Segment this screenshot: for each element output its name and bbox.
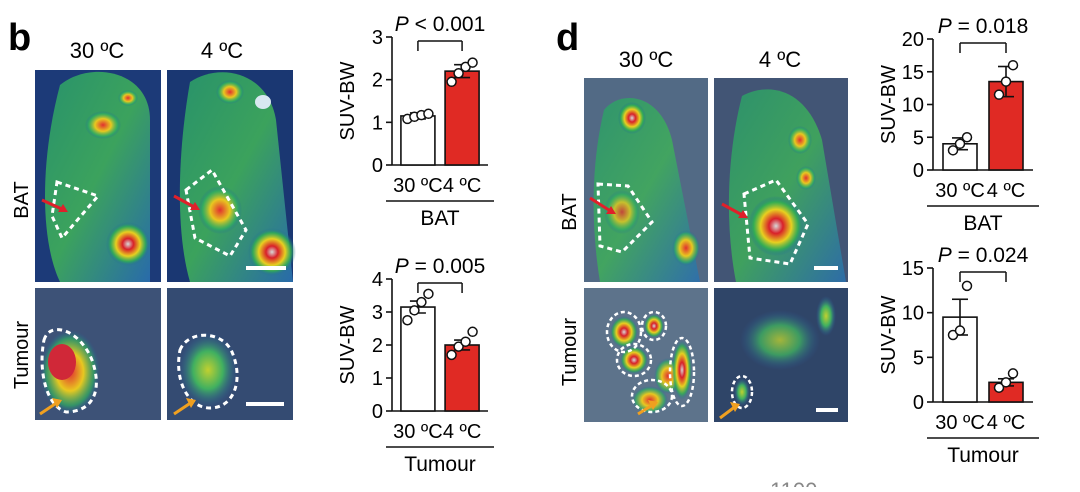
scan-image-tumour-4c-d [714,288,848,422]
data-point [467,57,478,68]
col-label-30c-d: 30 ºC [619,47,674,72]
y-tick-label: 10 [902,303,924,325]
data-point [954,325,966,336]
data-point [993,89,1005,100]
x-axis-label: Tumour [947,444,1019,467]
p-value-label: P < 0.001 [395,13,486,36]
panel-d-images: 30 ºC 4 ºC BAT Tumour [559,47,848,422]
x-axis-label: BAT [420,207,459,230]
data-point [961,132,973,143]
data-point [467,326,478,338]
chart-b-bat: 0 1 2 3 SUV-BW 30 ºC 4 ºC BAT P < 0.001 [337,13,494,230]
data-point [1000,76,1012,87]
scan-image-tumour-4c-b [167,288,293,420]
y-tick-label: 0 [372,155,383,177]
row-label-tumour-b: Tumour [11,321,33,390]
panel-letter-b: b [8,17,31,59]
x-tick-label: 30 ºC [393,175,443,197]
data-point [954,138,966,150]
y-tick-label: 3 [372,27,383,49]
y-tick-label: 2 [372,335,383,357]
page-number-fragment: 1100 [770,478,817,487]
scan-image-tumour-30c-d [584,288,708,422]
col-label-4c-b: 4 ºC [201,38,243,63]
data-point [993,382,1005,393]
panel-b-images: 30 ºC 4 ºC BAT Tumour [11,38,296,420]
y-tick-label: 20 [902,29,924,51]
x-tick-label: 4 ºC [443,421,481,443]
y-tick-label: 10 [902,95,924,117]
data-point [402,315,413,326]
scan-image-bat-30c-d [584,78,708,282]
x-axis-label: Tumour [404,453,476,476]
y-axis-label: SUV-BW [878,295,900,374]
y-axis-label: SUV-BW [337,61,359,140]
col-label-30c-b: 30 ºC [70,38,125,63]
y-tick-label: 0 [372,401,383,423]
data-point [446,349,457,361]
x-tick-label: 4 ºC [987,412,1025,434]
data-point [446,76,457,88]
red-arrow-icon [721,202,745,218]
y-tick-label: 1 [372,368,383,390]
data-point [947,145,959,156]
y-tick-label: 15 [902,62,924,84]
data-point [1007,59,1019,71]
data-point [423,108,434,120]
x-axis-label: BAT [963,212,1002,235]
data-point [423,288,434,300]
red-arrow-icon [173,194,197,210]
data-point [416,296,427,308]
col-label-4c-d: 4 ºC [759,47,801,72]
data-point [1007,368,1019,379]
data-point [409,305,420,316]
row-label-tumour-d: Tumour [559,318,581,387]
x-tick-label: 30 ºC [393,421,443,443]
scan-image-bat-4c-b [167,70,296,282]
x-tick-label: 4 ºC [987,180,1025,202]
x-tick-label: 30 ºC [935,412,985,434]
y-tick-label: 5 [913,347,924,369]
data-point [961,280,973,292]
y-axis-label: SUV-BW [878,65,900,144]
data-point [453,68,464,79]
data-point [460,336,471,347]
scan-image-tumour-30c-b [35,288,161,420]
scan-image-bat-4c-d [714,78,848,282]
x-tick-label: 30 ºC [935,180,985,202]
red-arrow-icon [589,196,613,214]
y-tick-label: 4 [372,269,383,291]
y-tick-label: 3 [372,302,383,324]
y-tick-label: 15 [902,258,924,280]
data-point [1000,377,1012,388]
chart-b-tumour: 0 1 2 3 4 SUV-BW 30 ºC 4 ºC Tumour P = 0.005 [337,255,494,476]
p-value-label: P = 0.018 [938,15,1029,38]
y-tick-label: 5 [913,127,924,149]
panel-letter-d: d [556,17,579,59]
data-point [453,341,464,352]
x-tick-label: 4 ºC [443,175,481,197]
row-label-bat-b: BAT [11,181,33,218]
row-label-bat-d: BAT [559,193,581,230]
p-value-label: P = 0.005 [395,255,486,278]
p-value-label: P = 0.024 [938,244,1029,267]
scan-image-bat-30c-b [35,70,161,282]
y-tick-label: 1 [372,112,383,134]
y-tick-label: 0 [913,392,924,414]
y-tick-label: 2 [372,70,383,92]
y-axis-label: SUV-BW [337,305,359,384]
y-tick-label: 0 [913,160,924,182]
